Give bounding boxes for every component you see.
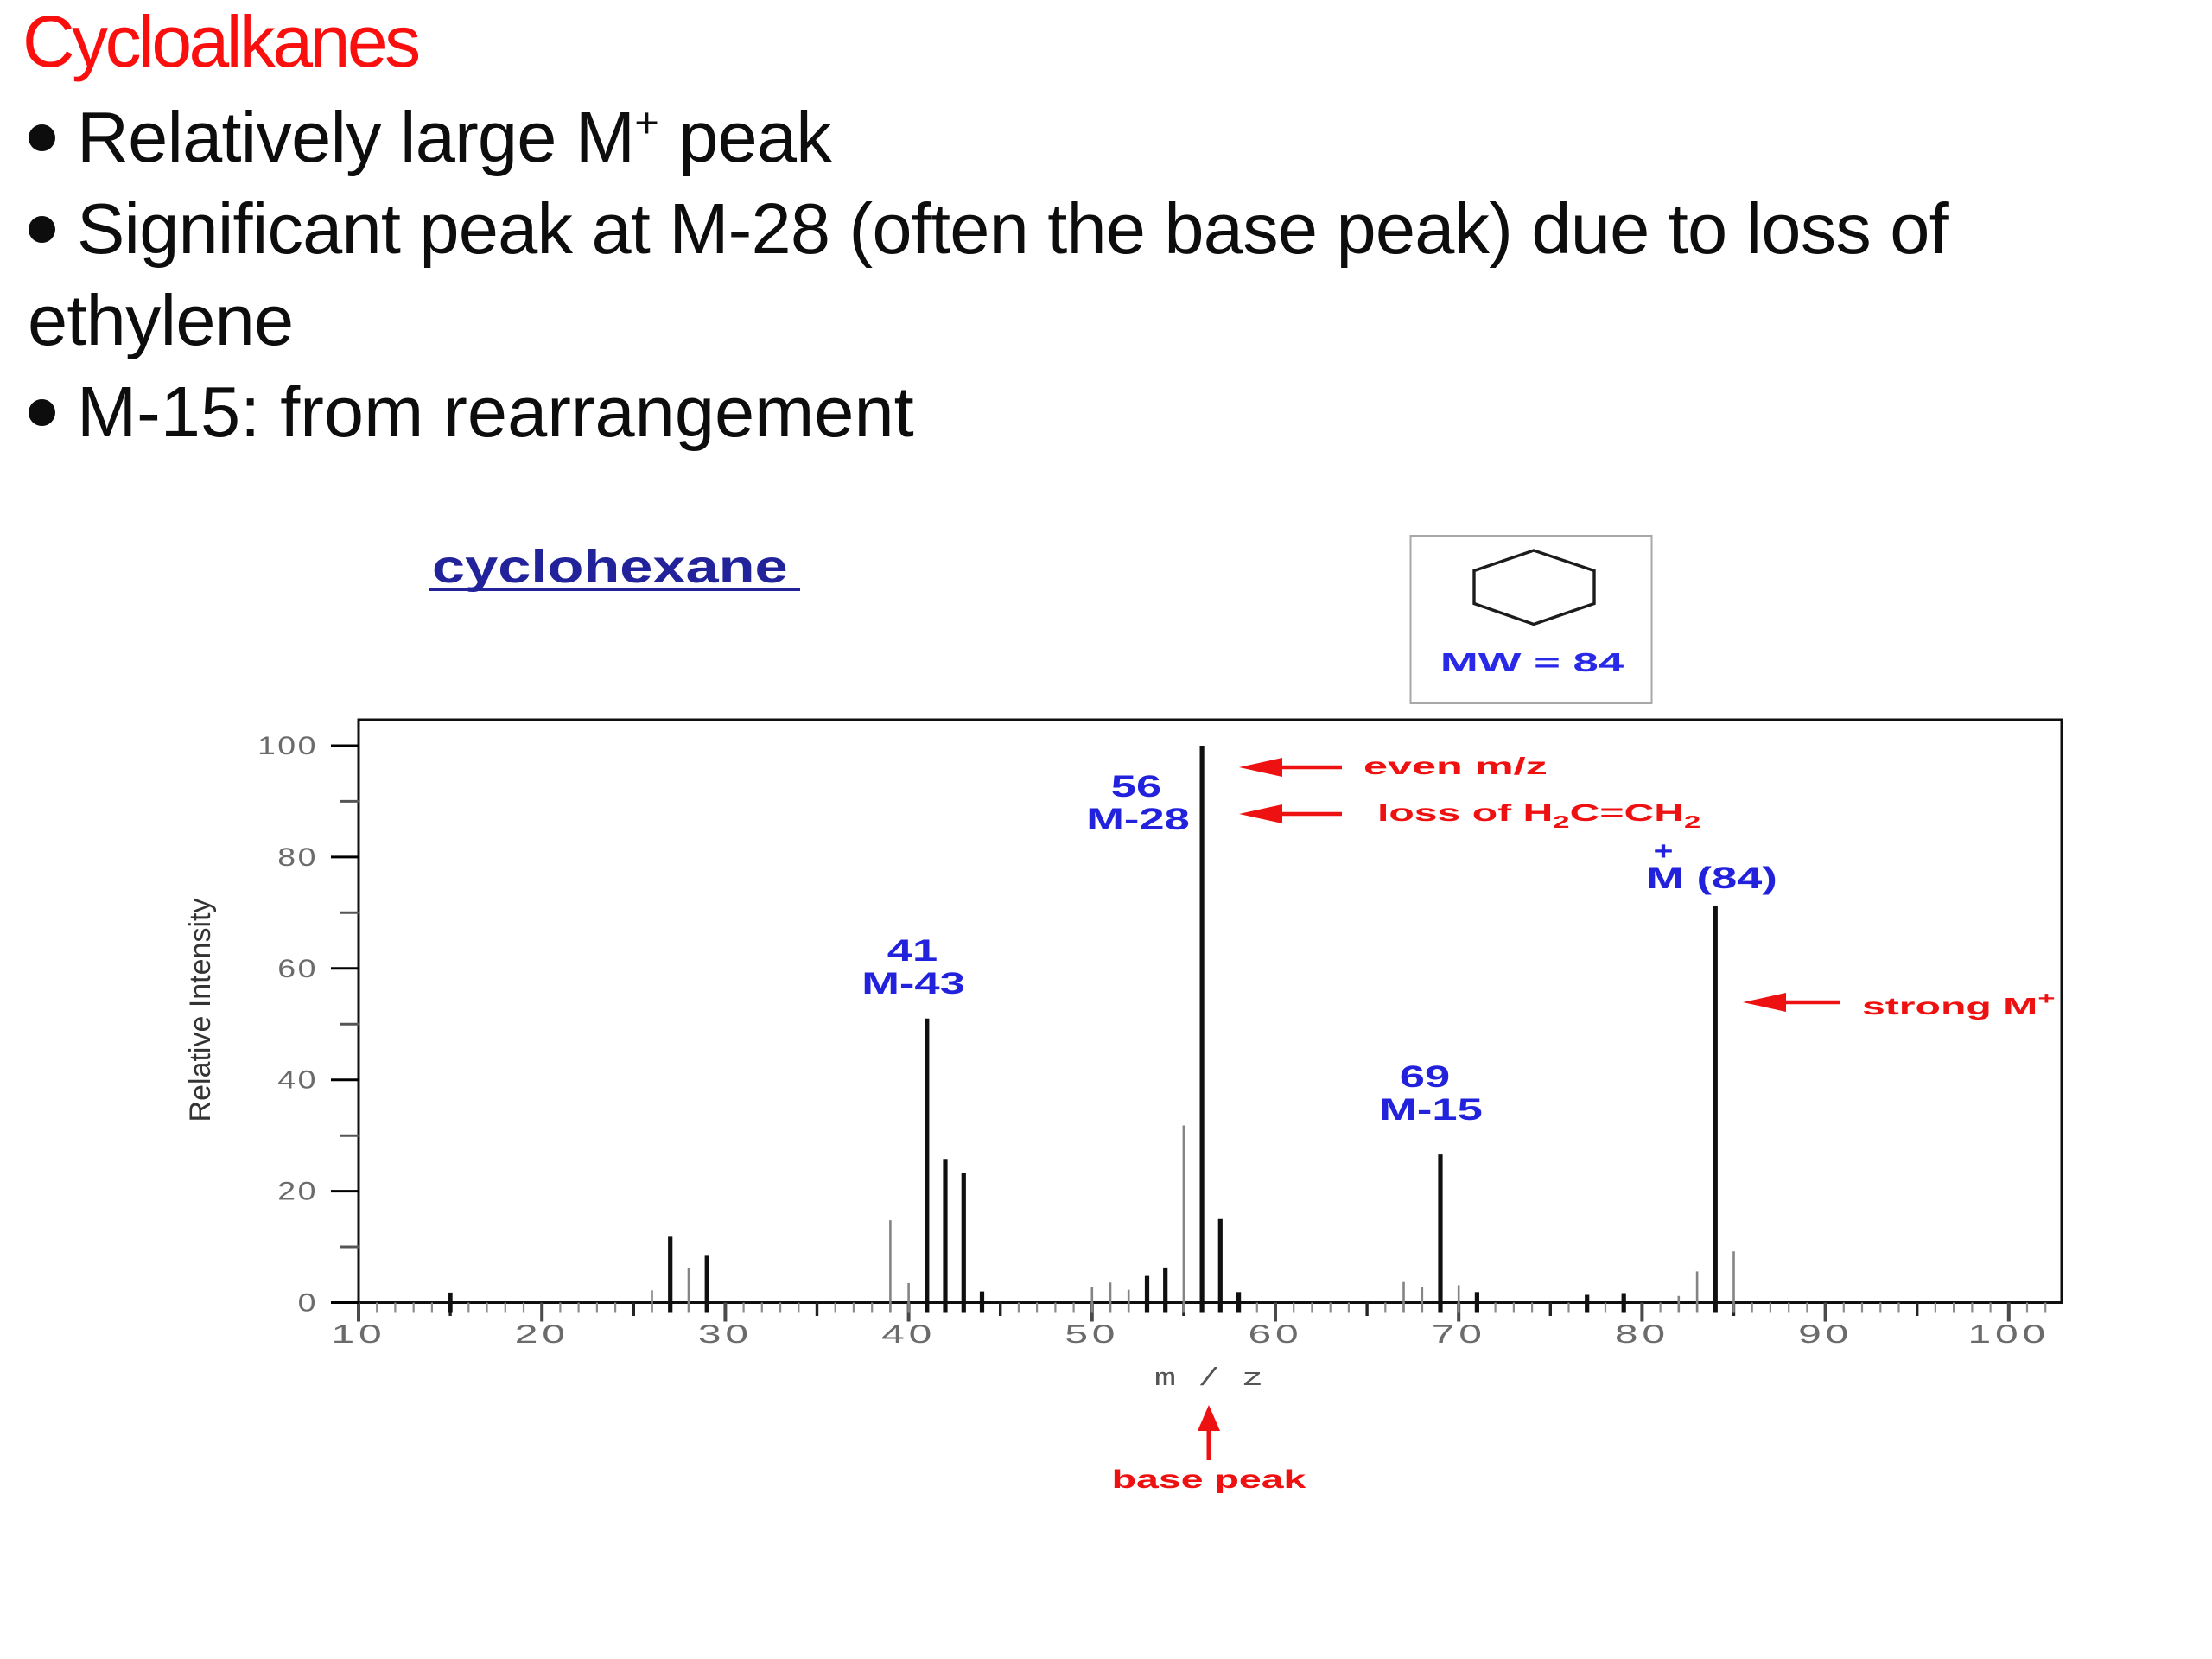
svg-text:80: 80 — [277, 842, 318, 872]
svg-text:100: 100 — [1968, 1320, 2050, 1349]
svg-text:40: 40 — [881, 1320, 936, 1349]
svg-text:100: 100 — [257, 731, 318, 760]
svg-text:40: 40 — [277, 1065, 318, 1095]
svg-text:M-15: M-15 — [1379, 1093, 1483, 1126]
svg-text:M-28: M-28 — [1086, 803, 1190, 836]
svg-text:10: 10 — [332, 1320, 386, 1349]
svg-text:30: 30 — [698, 1320, 753, 1349]
svg-text:41: 41 — [887, 934, 938, 967]
svg-text:+: + — [1654, 837, 1674, 866]
svg-text:20: 20 — [515, 1320, 569, 1349]
svg-text:0: 0 — [298, 1288, 318, 1318]
svg-text:80: 80 — [1615, 1320, 1669, 1349]
svg-text:69: 69 — [1400, 1060, 1450, 1093]
svg-text:20: 20 — [277, 1177, 318, 1206]
svg-text:m / z: m / z — [1154, 1364, 1263, 1393]
svg-text:base peak: base peak — [1112, 1465, 1306, 1494]
svg-text:loss of H2C=CH2: loss of H2C=CH2 — [1377, 799, 1700, 832]
svg-text:M-43: M-43 — [861, 967, 965, 1000]
svg-text:strong M+: strong M+ — [1862, 988, 2056, 1020]
svg-text:60: 60 — [277, 954, 318, 983]
svg-text:M (84): M (84) — [1646, 861, 1777, 894]
svg-text:cyclohexane: cyclohexane — [432, 541, 788, 593]
svg-text:MW = 84: MW = 84 — [1440, 648, 1624, 677]
svg-text:60: 60 — [1249, 1320, 1303, 1349]
svg-text:56: 56 — [1111, 770, 1161, 803]
svg-text:50: 50 — [1065, 1320, 1119, 1349]
svg-text:70: 70 — [1432, 1320, 1486, 1349]
svg-text:Relative Intensity: Relative Intensity — [184, 899, 217, 1122]
svg-text:even m/z: even m/z — [1363, 753, 1548, 780]
svg-text:90: 90 — [1798, 1320, 1853, 1349]
